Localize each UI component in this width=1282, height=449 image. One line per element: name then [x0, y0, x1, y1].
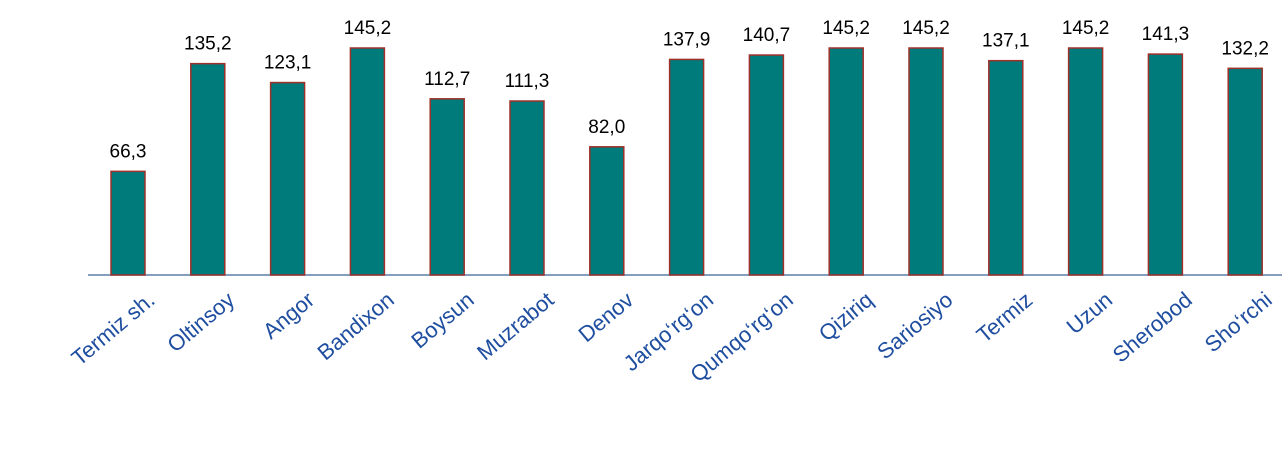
x-tick-label: Boysun [406, 287, 478, 353]
bar [988, 59, 1024, 276]
bar [190, 62, 226, 276]
value-label: 137,1 [982, 31, 1030, 52]
bar [429, 98, 465, 276]
x-tick-label: Bandixon [313, 287, 399, 365]
x-tick-label: Qiziriq [814, 287, 878, 346]
value-label: 123,1 [264, 53, 312, 74]
value-label: 66,3 [110, 141, 147, 162]
x-tick-label: Angor [258, 287, 319, 344]
bar [668, 58, 705, 276]
x-tick-label: Denov [574, 287, 639, 347]
x-tick-label: Sho‘rchi [1200, 287, 1277, 357]
bar [1227, 67, 1263, 276]
x-tick-label: Muzrabot [472, 287, 558, 365]
value-label: 135,2 [184, 34, 232, 55]
value-label: 145,2 [1062, 18, 1110, 39]
value-label: 140,7 [743, 25, 791, 46]
x-tick-label: Termiz sh. [67, 287, 160, 371]
value-label: 111,3 [505, 71, 550, 92]
bar [908, 47, 944, 276]
x-tick-label: Uzun [1062, 287, 1117, 339]
value-label: 112,7 [424, 69, 470, 90]
bar [589, 146, 625, 276]
bar [110, 170, 146, 276]
bar [1067, 47, 1104, 276]
value-label: 137,9 [663, 29, 711, 50]
x-tick-label: Sherobod [1108, 287, 1197, 367]
bar [748, 54, 785, 276]
bar [269, 81, 306, 276]
bar [509, 100, 545, 276]
bar [1147, 53, 1184, 276]
value-label: 145,2 [344, 18, 392, 39]
value-label: 132,2 [1221, 38, 1269, 59]
bar [828, 47, 864, 276]
value-label: 141,3 [1142, 24, 1190, 45]
x-tick-label: Oltinsoy [162, 287, 239, 357]
value-label: 82,0 [588, 117, 625, 138]
x-tick-label: Termiz [972, 287, 1038, 348]
bar [349, 47, 386, 276]
value-label: 145,2 [902, 18, 950, 39]
value-label: 145,2 [822, 18, 870, 39]
x-tick-label: Sariosiyo [872, 287, 957, 364]
